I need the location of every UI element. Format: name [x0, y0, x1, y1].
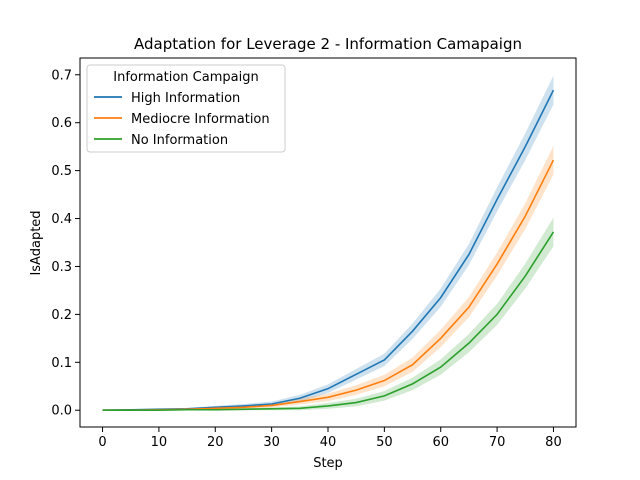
- y-axis-ticks: 0.0 0.1 0.2 0.3 0.4 0.5 0.6 0.7: [51, 68, 80, 419]
- legend-title: Information Campaign: [113, 70, 258, 85]
- y-tick-label: 0.1: [51, 356, 72, 371]
- y-tick-label: 0.6: [51, 116, 72, 131]
- y-tick-label: 0.5: [51, 164, 72, 179]
- y-axis-label: IsAdapted: [29, 210, 44, 275]
- x-tick-label: 70: [489, 435, 506, 450]
- series-band-2: [102, 217, 554, 411]
- legend-label-2: No Information: [131, 133, 228, 148]
- legend-items: High Information Mediocre Information No I…: [94, 91, 270, 148]
- x-axis-ticks: 0 10 20 30 40 50 60 70 80: [98, 427, 562, 450]
- x-tick-label: 60: [432, 435, 449, 450]
- x-tick-label: 30: [263, 435, 280, 450]
- x-tick-label: 80: [545, 435, 562, 450]
- chart-title: Adaptation for Leverage 2 - Information …: [134, 35, 522, 53]
- y-tick-label: 0.0: [51, 404, 72, 419]
- x-tick-label: 50: [376, 435, 393, 450]
- series-band-1: [102, 145, 554, 411]
- x-axis-label: Step: [313, 456, 343, 471]
- y-tick-label: 0.7: [51, 68, 72, 83]
- x-tick-label: 10: [151, 435, 168, 450]
- y-tick-label: 0.2: [51, 308, 72, 323]
- legend-box: [86, 64, 286, 153]
- legend-label-0: High Information: [131, 91, 240, 106]
- x-tick-label: 40: [320, 435, 337, 450]
- confidence-bands: [102, 75, 554, 411]
- y-tick-label: 0.3: [51, 260, 72, 275]
- legend: Information Campaign High Information Med…: [86, 64, 286, 153]
- x-tick-label: 20: [207, 435, 224, 450]
- series-lines: [102, 89, 555, 412]
- legend-label-1: Mediocre Information: [131, 112, 270, 127]
- series-line-2: [102, 231, 555, 412]
- y-tick-label: 0.4: [51, 212, 72, 227]
- x-tick-label: 0: [98, 435, 106, 450]
